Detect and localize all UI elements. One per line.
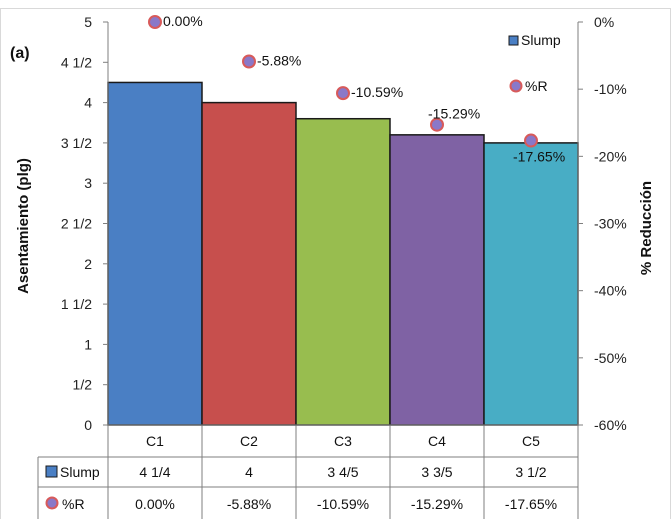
category-label: C5 bbox=[522, 433, 540, 449]
reduction-table-cell: -17.65% bbox=[505, 496, 557, 512]
y-axis-title: Asentamiento (plg) bbox=[15, 158, 32, 294]
table-slump-key bbox=[45, 465, 58, 478]
reduction-data-label: -10.59% bbox=[351, 84, 403, 100]
table-reduction-name: %R bbox=[62, 496, 85, 512]
data-table: C1 4 1/4 0.00% C2 4 -5.88% C3 3 4/5 -10.59% C4 3 3… bbox=[37, 424, 579, 519]
y-tick-label: 4 bbox=[84, 95, 92, 111]
reduction-table-cell: -15.29% bbox=[411, 496, 463, 512]
y2-axis-title: % Reducción bbox=[638, 181, 655, 275]
legend-reduction-label: %R bbox=[525, 78, 548, 94]
slump-table-cell: 3 4/5 bbox=[327, 464, 358, 480]
slump-table-cell: 3 1/2 bbox=[515, 464, 546, 480]
y2-tick-label: -50% bbox=[594, 350, 627, 366]
category-label: C4 bbox=[428, 433, 446, 449]
y-tick-label: 3 1/2 bbox=[61, 135, 92, 151]
reduction-table-cell: -5.88% bbox=[227, 496, 271, 512]
y-tick-label: 2 bbox=[84, 256, 92, 272]
y-tick-label: 1 bbox=[84, 336, 92, 352]
y-tick-label: 2 1/2 bbox=[61, 216, 92, 232]
y-tick-label: 4 1/2 bbox=[61, 54, 92, 70]
bar-c5 bbox=[483, 142, 579, 426]
legend: Slump %R bbox=[508, 32, 561, 94]
bar-series bbox=[107, 81, 579, 426]
bar-c4 bbox=[389, 134, 485, 426]
reduction-point-c1 bbox=[148, 15, 162, 29]
slump-table-cell: 4 1/4 bbox=[139, 464, 170, 480]
bar-c3 bbox=[295, 117, 391, 426]
y-tick-label: 0 bbox=[84, 417, 92, 433]
y-tick-label: 3 bbox=[84, 175, 92, 191]
reduction-table-cell: 0.00% bbox=[135, 496, 175, 512]
reduction-point-c3 bbox=[336, 86, 350, 101]
y2-tick-label: -10% bbox=[594, 81, 627, 97]
legend-slump-swatch bbox=[508, 35, 519, 46]
bar-c2 bbox=[201, 101, 297, 426]
y2-tick-label: -40% bbox=[594, 283, 627, 299]
reduction-data-label: -5.88% bbox=[257, 52, 301, 68]
slump-table-cell: 4 bbox=[245, 464, 253, 480]
reduction-data-label: -17.65% bbox=[513, 149, 565, 165]
table-reduction-key bbox=[45, 496, 59, 510]
y2-tick-label: -30% bbox=[594, 216, 627, 232]
reduction-table-cell: -10.59% bbox=[317, 496, 369, 512]
category-label: C2 bbox=[240, 433, 258, 449]
legend-reduction-marker bbox=[509, 79, 523, 93]
category-label: C3 bbox=[334, 433, 352, 449]
panel-label: (a) bbox=[10, 45, 30, 62]
reduction-series: 0.00% -5.88% -10.59% -15.29% -17.65% bbox=[148, 13, 565, 165]
y2-tick-label: 0% bbox=[594, 14, 614, 30]
y2-tick-label: -60% bbox=[594, 417, 627, 433]
reduction-data-label: 0.00% bbox=[163, 13, 203, 29]
y-tick-label: 1/2 bbox=[73, 377, 93, 393]
table-slump-name: Slump bbox=[60, 464, 100, 480]
axes: 0 1/2 1 1 1/2 2 2 1/2 3 3 1/2 4 4 1/2 5 0% -10% -20% -… bbox=[61, 14, 627, 433]
y-tick-label: 1 1/2 bbox=[61, 296, 92, 312]
reduction-data-label: -15.29% bbox=[428, 106, 480, 122]
bar-c1 bbox=[107, 81, 203, 426]
reduction-point-c4 bbox=[430, 117, 444, 132]
legend-slump-label: Slump bbox=[521, 32, 561, 48]
reduction-point-c5 bbox=[524, 133, 538, 148]
y2-tick-label: -20% bbox=[594, 148, 627, 164]
category-label: C1 bbox=[146, 433, 164, 449]
reduction-point-c2 bbox=[242, 54, 256, 69]
slump-table-cell: 3 3/5 bbox=[421, 464, 452, 480]
y-tick-label: 5 bbox=[84, 14, 92, 30]
